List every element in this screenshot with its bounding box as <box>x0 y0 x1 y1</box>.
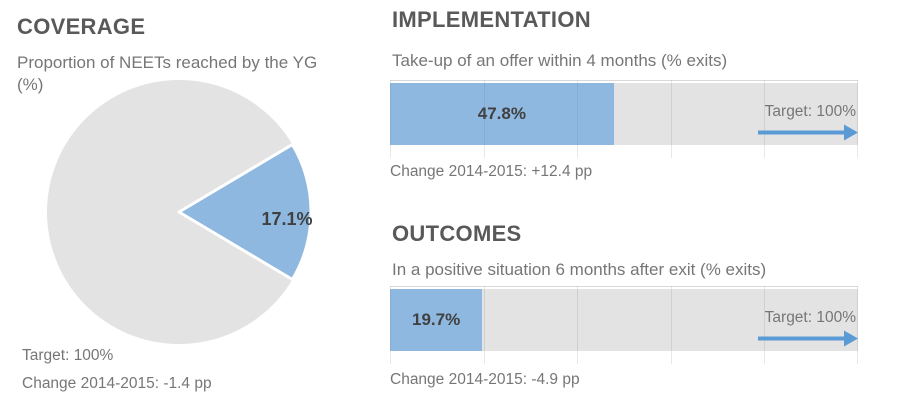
outcomes-bar-track: 19.7% <box>390 289 858 351</box>
implementation-bar-track: 47.8% <box>390 83 858 145</box>
implementation-title: IMPLEMENTATION <box>392 7 591 32</box>
coverage-subtitle: Proportion of NEETs reached by the YG (%… <box>17 53 318 95</box>
implementation-value-label: 47.8% <box>477 104 526 123</box>
target-arrow-icon <box>758 330 858 347</box>
plot-top-border <box>390 286 858 287</box>
implementation-subtitle: Take-up of an offer within 4 months (% e… <box>392 51 728 70</box>
target-arrow-icon <box>758 124 858 141</box>
pie-value-slice <box>177 142 313 282</box>
coverage-change-label: Change 2014-2015: -1.4 pp <box>22 375 212 392</box>
coverage-target-label: Target: 100% <box>22 347 114 364</box>
outcomes-bar-chart: 19.7% Target: 100% <box>390 286 858 364</box>
coverage-title: COVERAGE <box>17 14 146 39</box>
implementation-bar-chart: 47.8% Target: 100% <box>390 80 858 158</box>
outcomes-change-label: Change 2014-2015: -4.9 pp <box>390 371 580 388</box>
implementation-change-label: Change 2014-2015: +12.4 pp <box>390 163 593 180</box>
implementation-target-label: Target: 100% <box>764 103 856 120</box>
pie-value-label: 17.1% <box>261 209 312 229</box>
implementation-bar-fill: 47.8% <box>390 83 614 145</box>
outcomes-bar-fill: 19.7% <box>390 289 483 351</box>
plot-top-border <box>390 80 858 81</box>
outcomes-subtitle: In a positive situation 6 months after e… <box>392 260 767 279</box>
outcomes-value-label: 19.7% <box>411 310 461 329</box>
outcomes-target-label: Target: 100% <box>764 309 856 326</box>
coverage-pie-chart: 17.1% <box>47 80 313 344</box>
outcomes-title: OUTCOMES <box>392 221 522 246</box>
